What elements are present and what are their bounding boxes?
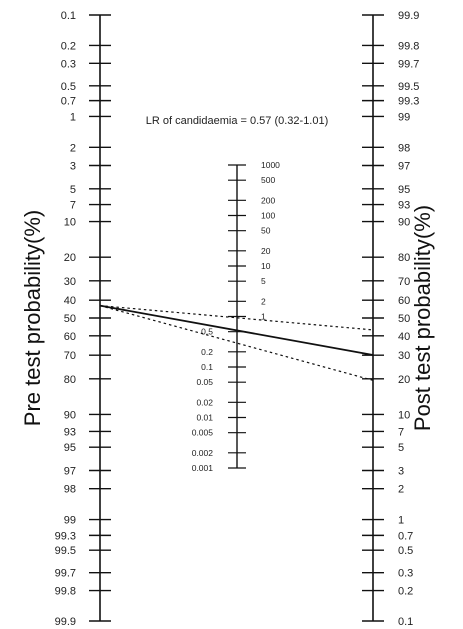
lr-tick-label-50: 50	[261, 226, 271, 236]
pre-test-tick-label-0p3: 0.3	[61, 58, 76, 70]
post-test-tick-label-30: 30	[398, 350, 410, 362]
pre-test-tick-label-30: 30	[64, 276, 76, 288]
post-test-tick-label-0p2: 0.2	[398, 586, 413, 598]
post-test-tick-label-93: 93	[398, 200, 410, 212]
lr-tick-label-0p002: 0.002	[192, 448, 214, 458]
post-test-tick-label-99p5: 99.5	[398, 81, 419, 93]
pre-test-tick-label-70: 70	[64, 350, 76, 362]
post-test-tick-label-3: 3	[398, 465, 404, 477]
lr-annotation: LR of candidaemia = 0.57 (0.32-1.01)	[146, 115, 329, 127]
pre-test-tick-label-93: 93	[64, 426, 76, 438]
post-test-tick-label-98: 98	[398, 142, 410, 154]
lr-tick-label-1000: 1000	[261, 160, 280, 170]
pre-test-tick-label-95: 95	[64, 442, 76, 454]
pre-test-tick-label-99p3: 99.3	[55, 530, 76, 542]
post-test-tick-label-10: 10	[398, 409, 410, 421]
nomogram-lines	[99, 304, 374, 381]
lr-tick-label-1: 1	[261, 312, 266, 322]
pre-test-tick-label-99p8: 99.8	[55, 586, 76, 598]
post-test-tick-label-95: 95	[398, 184, 410, 196]
post-test-tick-label-20: 20	[398, 374, 410, 386]
pre-test-tick-label-7: 7	[70, 200, 76, 212]
pre-test-axis-title: Pre test probability(%)	[20, 210, 45, 426]
lr-tick-label-200: 200	[261, 195, 275, 205]
post-test-tick-label-5: 5	[398, 442, 404, 454]
post-test-tick-label-70: 70	[398, 276, 410, 288]
post-test-tick-label-99: 99	[398, 111, 410, 123]
lr-tick-label-0p1: 0.1	[201, 362, 213, 372]
pre-test-tick-label-50: 50	[64, 313, 76, 325]
pre-test-tick-label-3: 3	[70, 161, 76, 173]
pre-test-tick-label-20: 20	[64, 252, 76, 264]
pre-test-tick-label-1: 1	[70, 111, 76, 123]
post-test-tick-label-2: 2	[398, 484, 404, 496]
lr-ci-line-2	[99, 305, 374, 331]
likelihood-ratio-axis: 1000 500 200 100 50 20 10 5 2 1 0.5 0.2 0.1 0.05 0.02 0…	[192, 160, 280, 473]
post-test-tick-label-0p5: 0.5	[398, 545, 413, 557]
lr-tick-label-5: 5	[261, 276, 266, 286]
lr-tick-label-20: 20	[261, 246, 271, 256]
pre-test-tick-label-60: 60	[64, 331, 76, 343]
pre-test-tick-label-2: 2	[70, 142, 76, 154]
post-test-tick-label-1: 1	[398, 515, 404, 527]
post-test-tick-label-0p7: 0.7	[398, 530, 413, 542]
pre-test-tick-label-90: 90	[64, 409, 76, 421]
lr-tick-label-100: 100	[261, 211, 275, 221]
pre-test-tick-label-98: 98	[64, 484, 76, 496]
lr-tick-label-0p2: 0.2	[201, 347, 213, 357]
post-test-tick-label-99p8: 99.8	[398, 40, 419, 52]
post-test-tick-label-99p9: 99.9	[398, 10, 419, 22]
pre-test-tick-label-0p7: 0.7	[61, 96, 76, 108]
pre-test-tick-label-99p7: 99.7	[55, 568, 76, 580]
post-test-axis-title: Post test probability(%)	[410, 205, 435, 431]
lr-tick-label-500: 500	[261, 175, 275, 185]
pre-test-tick-label-10: 10	[64, 217, 76, 229]
post-test-tick-label-40: 40	[398, 331, 410, 343]
lr-tick-label-10: 10	[261, 261, 271, 271]
post-test-tick-label-0p1: 0.1	[398, 616, 413, 628]
lr-tick-label-0p001: 0.001	[192, 463, 214, 473]
pre-test-tick-label-99p5: 99.5	[55, 545, 76, 557]
pre-test-tick-label-0p2: 0.2	[61, 40, 76, 52]
lr-tick-label-0p01: 0.01	[196, 413, 213, 423]
pre-test-tick-label-97: 97	[64, 465, 76, 477]
pre-test-tick-label-40: 40	[64, 295, 76, 307]
lr-tick-label-2: 2	[261, 296, 266, 306]
post-test-axis: 99.999.899.799.599.399989795939080706050…	[362, 10, 419, 628]
pre-test-tick-label-80: 80	[64, 374, 76, 386]
post-test-tick-label-80: 80	[398, 252, 410, 264]
pre-test-tick-label-5: 5	[70, 184, 76, 196]
post-test-tick-label-97: 97	[398, 161, 410, 173]
post-test-tick-label-99p3: 99.3	[398, 96, 419, 108]
pre-test-axis: 0.1 0.2 0.3 0.5 0.7 1 2 3 5 7 10 20 30 40 50 60 70 80 90 93…	[55, 10, 111, 628]
post-test-tick-label-7: 7	[398, 426, 404, 438]
pre-test-tick-label-0p1: 0.1	[61, 10, 76, 22]
pre-test-tick-label-99p9: 99.9	[55, 616, 76, 628]
lr-tick-label-0p05: 0.05	[196, 377, 213, 387]
post-test-tick-label-90: 90	[398, 217, 410, 229]
post-test-tick-label-50: 50	[398, 313, 410, 325]
post-test-tick-label-99p7: 99.7	[398, 58, 419, 70]
post-test-tick-label-0p3: 0.3	[398, 568, 413, 580]
lr-tick-label-0p005: 0.005	[192, 428, 214, 438]
post-test-tick-label-60: 60	[398, 295, 410, 307]
lr-tick-label-0p02: 0.02	[196, 397, 213, 407]
lr-estimate-line	[99, 304, 374, 356]
pre-test-tick-label-99: 99	[64, 515, 76, 527]
pre-test-tick-label-0p5: 0.5	[61, 81, 76, 93]
lr-tick-label-0p5: 0.5	[201, 327, 213, 337]
